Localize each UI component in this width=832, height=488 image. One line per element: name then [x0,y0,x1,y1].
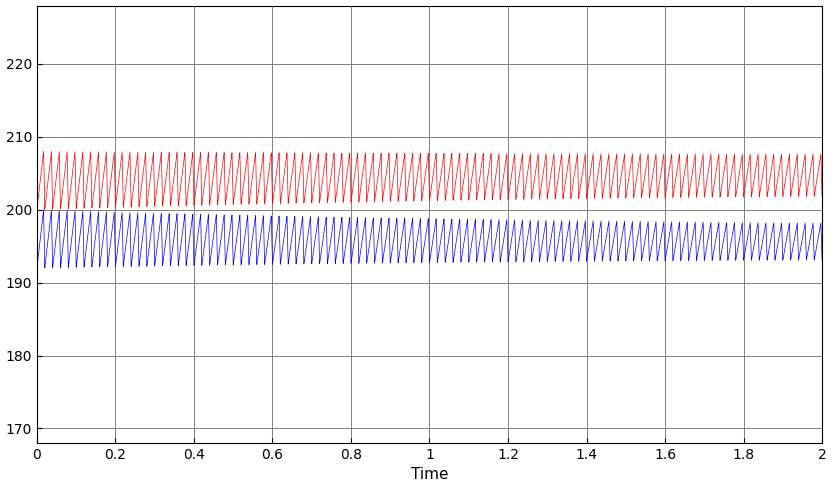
X-axis label: Time: Time [411,468,448,483]
